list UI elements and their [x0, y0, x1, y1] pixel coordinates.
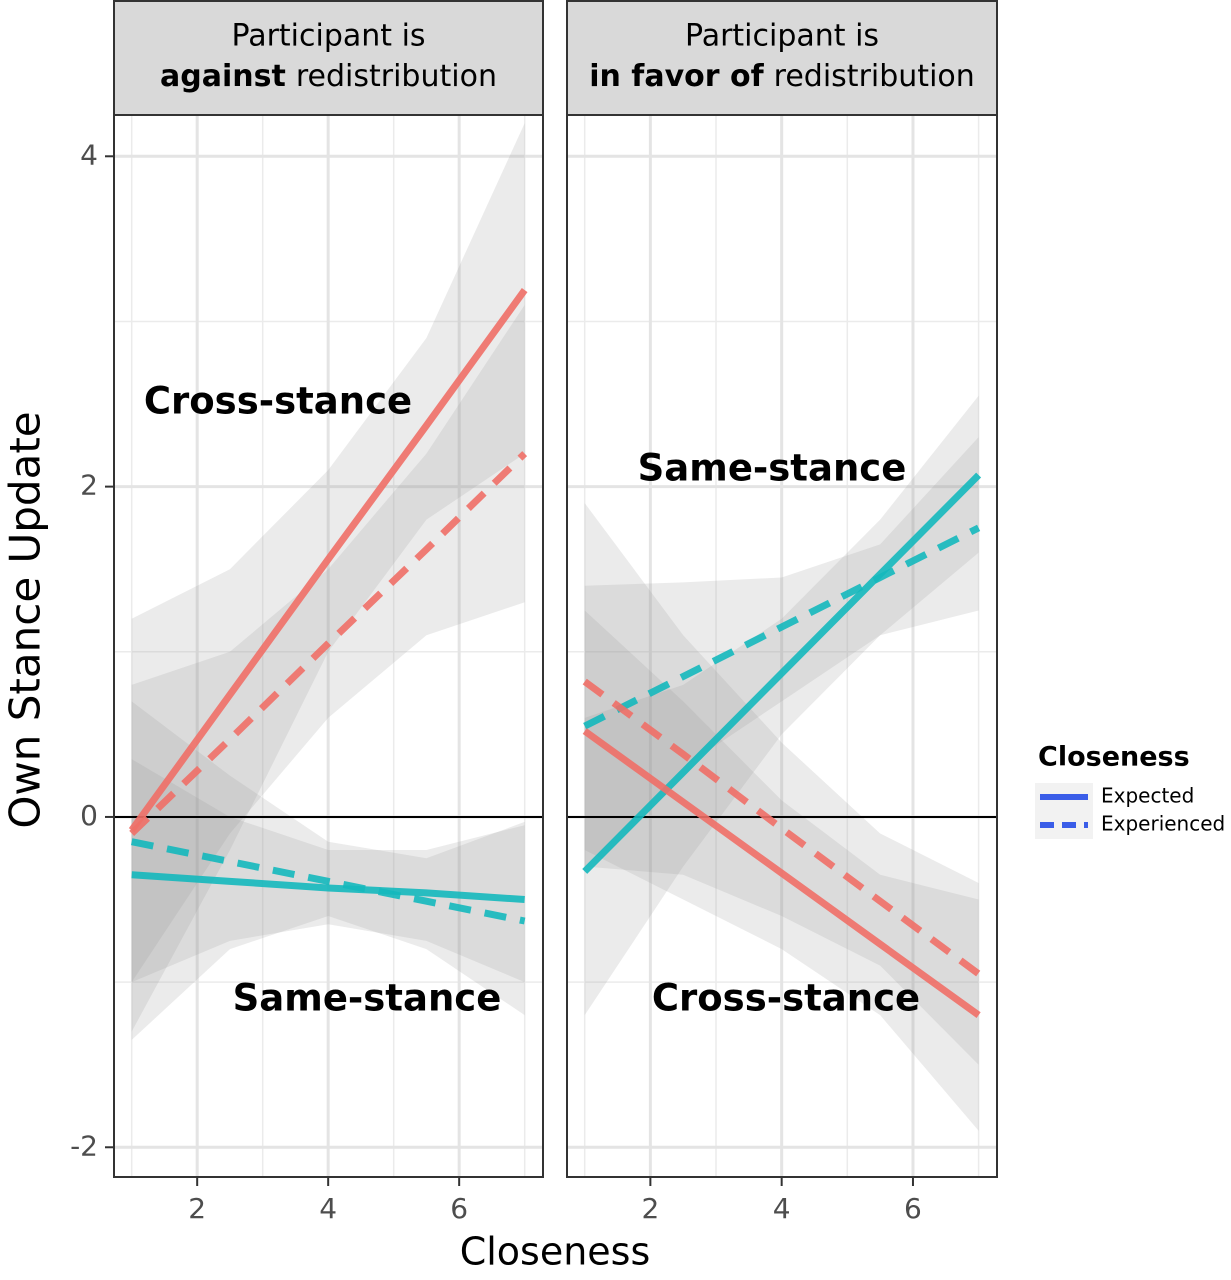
line: [582, 472, 982, 874]
confidence-band: [131, 701, 525, 1040]
annotation: Same-stance: [233, 977, 502, 1020]
strip-line2: against redistribution: [160, 59, 497, 94]
legend-title: Closeness: [1038, 742, 1190, 773]
strip-line2: in favor of redistribution: [589, 59, 975, 94]
strip-background: [113, 0, 544, 116]
line: [582, 728, 981, 1018]
line: [582, 678, 981, 977]
confidence-band: [131, 759, 525, 983]
x-axis-label: Closeness: [460, 1230, 651, 1274]
strip-rest: redistribution: [296, 59, 497, 94]
x-tick-label: 4: [319, 1192, 337, 1225]
x-tick-label: 2: [188, 1192, 206, 1225]
legend-label: Experienced: [1101, 812, 1225, 836]
x-tick-label: 6: [904, 1192, 922, 1225]
strip-line1: Participant is: [231, 19, 425, 54]
legend-label: Expected: [1101, 784, 1194, 808]
line: [130, 838, 526, 925]
annotation: Cross-stance: [652, 977, 920, 1020]
strip-bold: in favor of: [589, 59, 764, 94]
x-tick-label: 4: [773, 1192, 791, 1225]
confidence-band: [584, 437, 979, 867]
y-tick-label: 0: [80, 799, 98, 832]
y-tick-label: -2: [70, 1129, 98, 1162]
y-tick-label: 2: [80, 469, 98, 502]
y-axis-label: Own Stance Update: [1, 411, 50, 828]
annotation: Cross-stance: [144, 380, 412, 423]
line: [583, 524, 981, 730]
strip-line1: Participant is: [685, 19, 879, 54]
confidence-band: [584, 503, 979, 1065]
annotation: Same-stance: [638, 447, 907, 490]
confidence-band: [584, 395, 979, 1016]
strip-background: [566, 0, 998, 116]
strip-rest: redistribution: [774, 59, 975, 94]
line: [129, 451, 528, 836]
confidence-band: [131, 123, 525, 1032]
x-tick-label: 2: [641, 1192, 659, 1225]
line: [131, 871, 525, 904]
x-tick-label: 6: [450, 1192, 468, 1225]
strip-bold: against: [160, 59, 286, 94]
y-tick-label: 4: [80, 138, 98, 171]
line: [128, 288, 528, 833]
